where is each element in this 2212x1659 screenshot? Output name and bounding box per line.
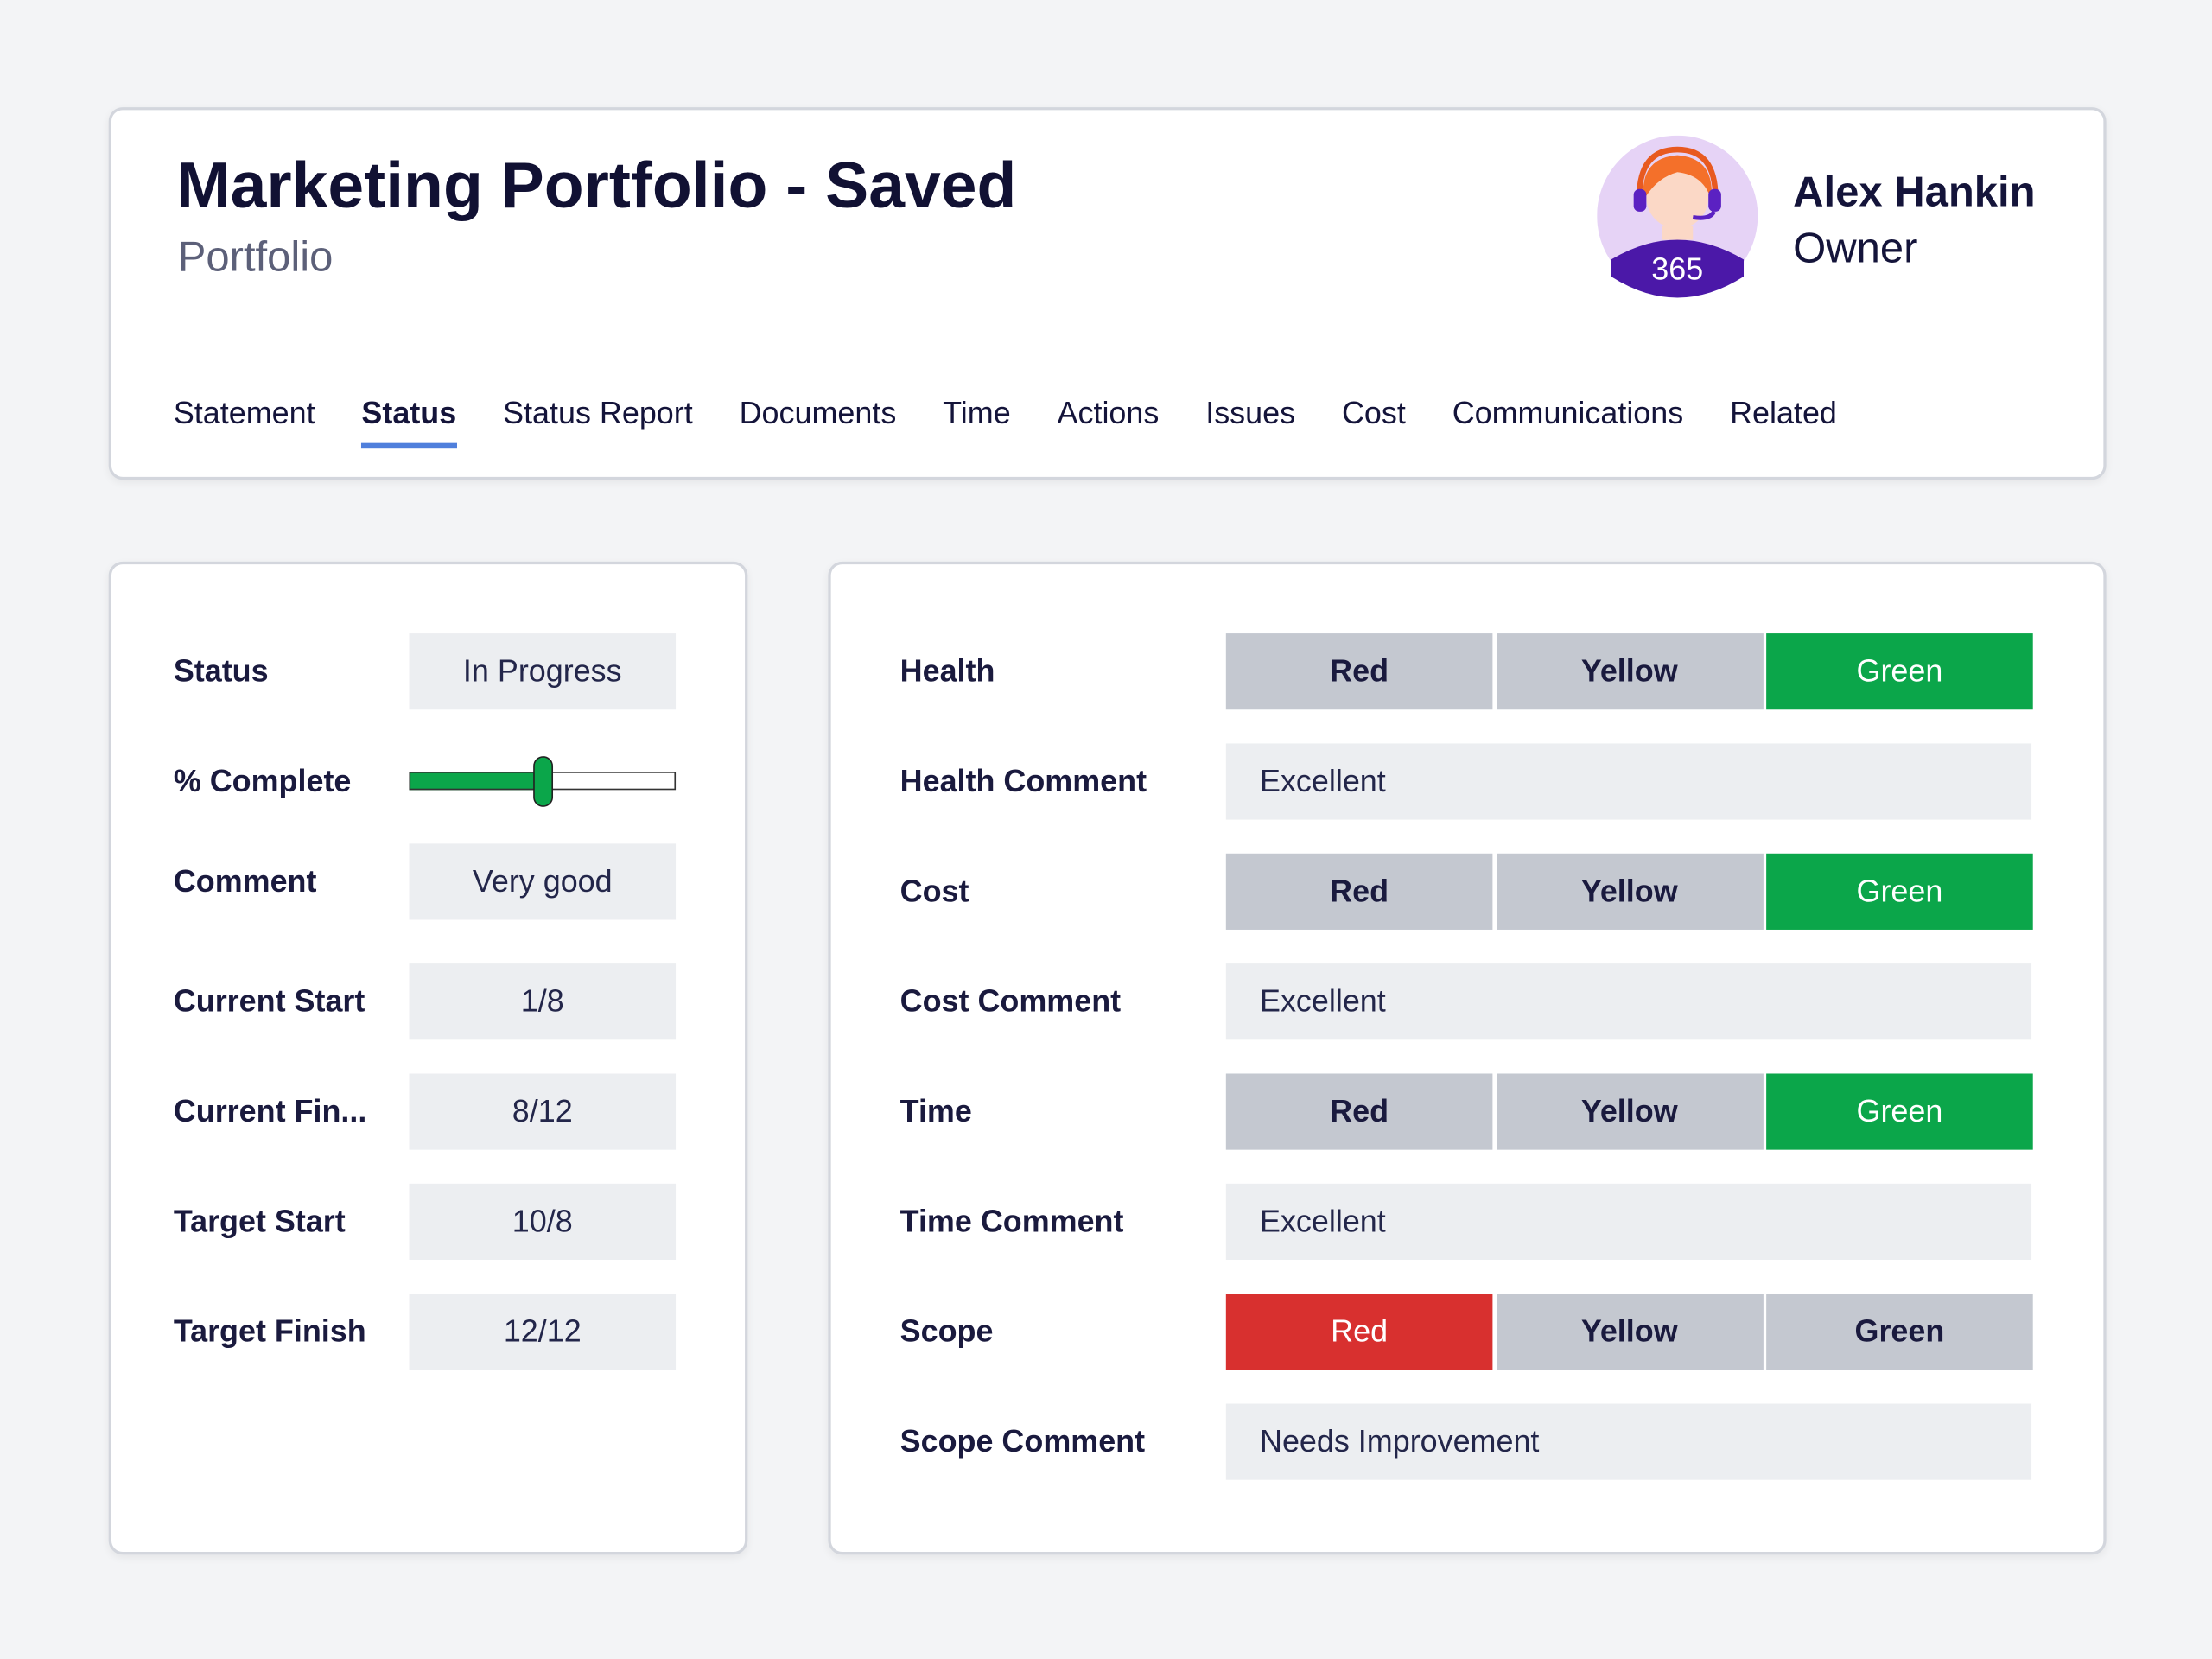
page-subtitle: Portfolio [177,234,334,281]
field-value[interactable]: In Progress [409,633,677,710]
rag-option[interactable]: Green [1766,1294,2033,1370]
tab[interactable]: Cost [1341,395,1406,430]
field-label: Scope [899,1313,994,1349]
rag-option[interactable]: Red [1225,633,1493,710]
field-value[interactable]: Very good [409,843,677,920]
field-label: Time Comment [899,1203,1124,1239]
field-label: Current Fin... [173,1093,367,1129]
field-label: Status [173,652,269,689]
rag-option[interactable]: Red [1225,1294,1493,1370]
assessment-card [828,561,2107,1555]
field-value[interactable]: 12/12 [409,1294,677,1370]
rag-option[interactable]: Yellow [1496,1073,1764,1150]
avatar: 365 [1597,135,1758,298]
comment[interactable]: Needs Improvement [1225,1403,2032,1480]
rag-option[interactable]: Yellow [1496,633,1764,710]
field-label: Comment [173,863,317,899]
tab[interactable]: Status Report [503,395,693,430]
field-label: Cost Comment [899,982,1122,1019]
tab[interactable]: Related [1730,395,1837,430]
field-value[interactable]: 8/12 [409,1073,677,1150]
details-card [108,561,748,1555]
field-label: Time [899,1093,972,1129]
field-label: Health [899,652,995,689]
field-value[interactable]: 1/8 [409,963,677,1040]
page-title: Marketing Portfolio - Saved [176,148,1017,222]
field-label: Target Start [173,1203,346,1239]
field-label: Target Finish [173,1313,366,1349]
avatar-badge: 365 [1651,251,1703,286]
owner-name: Alex Hankin [1793,168,2036,216]
comment[interactable]: Excellent [1225,963,2032,1040]
owner-role: Owner [1793,226,1918,273]
rag-option[interactable]: Green [1766,633,2033,710]
comment[interactable]: Excellent [1225,1183,2032,1261]
header-card [108,107,2107,480]
rag-option[interactable]: Red [1225,1073,1493,1150]
field-value[interactable]: 10/8 [409,1183,677,1261]
tab[interactable]: Communications [1452,395,1684,430]
field-label: Health Comment [899,763,1147,799]
tab[interactable]: Issues [1205,395,1296,430]
tab-bar: Statement Status Status Report Documents Tim… [173,395,1837,449]
comment[interactable]: Excellent [1225,743,2032,820]
tab[interactable]: Documents [739,395,897,430]
tab[interactable]: Statement [173,395,315,430]
field-label: % Complete [173,763,352,799]
tab[interactable]: Actions [1057,395,1160,430]
rag-option[interactable]: Green [1766,1073,2033,1150]
field-label: Cost [899,873,969,909]
slider-fill [409,772,543,791]
rag-option[interactable]: Green [1766,853,2033,930]
rag-option[interactable]: Yellow [1496,853,1764,930]
tab[interactable]: Status [361,395,457,449]
slider-thumb[interactable] [532,756,553,807]
rag-option[interactable]: Red [1225,853,1493,930]
tab[interactable]: Time [943,395,1011,430]
field-label: Scope Comment [899,1423,1146,1459]
field-label: Current Start [173,982,365,1019]
tab-underline [361,442,457,449]
rag-option[interactable]: Yellow [1496,1294,1764,1370]
